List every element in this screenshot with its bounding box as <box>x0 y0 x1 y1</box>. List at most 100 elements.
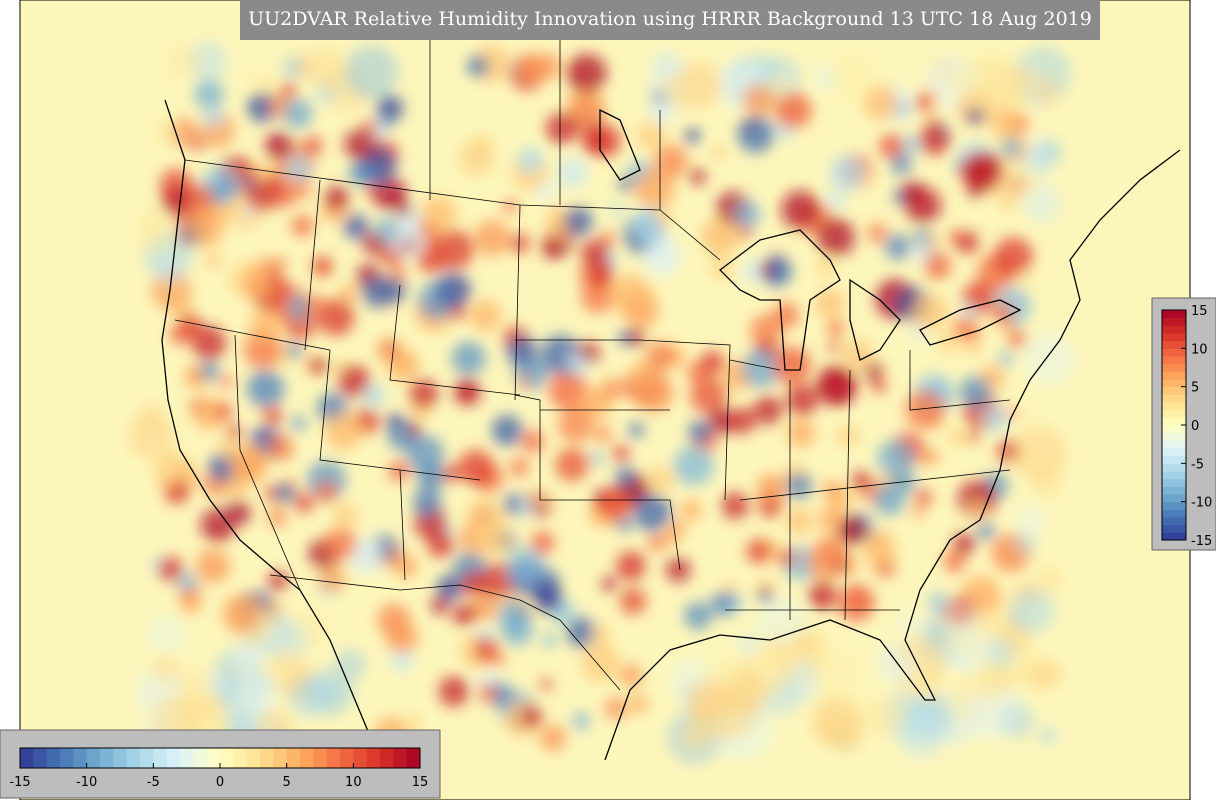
colorbar-segment <box>1162 363 1186 372</box>
field-blob <box>737 115 775 153</box>
field-blob <box>741 350 780 388</box>
colorbar-tick-label: -10 <box>76 775 97 790</box>
field-blob <box>879 133 905 159</box>
field-blob <box>243 269 275 301</box>
field-blob <box>438 676 470 707</box>
field-blob <box>905 389 945 430</box>
colorbar-segment <box>393 748 408 768</box>
field-blob <box>466 497 504 535</box>
title-box <box>240 0 1100 40</box>
field-blob <box>268 508 287 527</box>
field-blob <box>416 243 447 274</box>
field-blob <box>310 357 327 375</box>
field-blob <box>708 407 736 435</box>
field-blob <box>1033 564 1065 595</box>
field-blob <box>506 335 538 367</box>
field-blob <box>758 263 774 279</box>
colorbar-segment <box>126 748 141 768</box>
colorbar-segment <box>193 748 208 768</box>
field-blob <box>155 455 179 479</box>
field-blob <box>1000 137 1021 158</box>
field-blob <box>774 91 812 129</box>
field-blob <box>777 548 796 567</box>
field-blob <box>662 528 680 547</box>
lake-huron <box>849 278 901 361</box>
field-blob <box>361 277 393 309</box>
field-blob <box>288 676 330 718</box>
field-blob <box>200 507 236 543</box>
field-blob <box>590 451 604 465</box>
field-blob <box>191 137 205 152</box>
field-blob <box>521 706 542 728</box>
field-blob <box>291 214 314 237</box>
field-blob <box>478 683 498 703</box>
field-blob <box>451 341 486 376</box>
map-title: UU2DVAR Relative Humidity Innovation usi… <box>248 8 1092 30</box>
field-blob <box>689 168 706 185</box>
field-blob <box>786 508 813 535</box>
field-blob <box>654 208 673 227</box>
field-blob <box>837 584 875 622</box>
colorbar-segment <box>366 748 381 768</box>
field-blob <box>879 649 917 687</box>
field-blob <box>191 325 227 361</box>
field-blob <box>139 401 165 427</box>
field-blob <box>781 190 820 230</box>
field-blob <box>267 174 284 191</box>
field-blob <box>390 648 414 672</box>
field-blob <box>680 499 702 521</box>
field-blob <box>628 422 645 438</box>
field-blob <box>539 724 567 752</box>
east-coast <box>1009 149 1181 421</box>
field-blob <box>822 480 840 497</box>
field-blob <box>912 228 932 248</box>
field-blob <box>994 237 1033 277</box>
field-blob <box>518 375 532 389</box>
field-blob <box>601 231 616 246</box>
field-blob <box>753 395 783 425</box>
colorbar-segment <box>1162 494 1186 503</box>
field-blob <box>230 444 266 481</box>
lake-erie-ontario <box>919 299 1022 346</box>
field-blob <box>838 556 858 576</box>
colorbar-segment <box>1162 455 1186 464</box>
colorbar-segment <box>113 748 128 768</box>
field-blob <box>967 430 980 443</box>
field-blob <box>509 457 529 478</box>
field-blob <box>1009 588 1055 634</box>
field-blob <box>567 352 589 374</box>
field-blob <box>566 617 597 648</box>
field-blob <box>648 535 665 552</box>
field-blob <box>515 52 545 82</box>
field-blob <box>841 339 873 372</box>
field-blob <box>388 461 410 482</box>
field-blob <box>967 501 986 520</box>
field-blob <box>534 584 563 613</box>
field-blob <box>633 494 671 532</box>
field-blob <box>461 570 488 597</box>
innovation-field <box>128 41 1075 765</box>
field-blob <box>909 241 932 264</box>
field-blob <box>673 445 714 486</box>
field-blob <box>236 671 280 715</box>
borders <box>174 40 1011 691</box>
colorbar-segment <box>46 748 61 768</box>
field-blob <box>958 479 997 519</box>
field-blob <box>1006 164 1038 196</box>
field-blob <box>503 199 518 214</box>
field-blob <box>634 372 674 413</box>
field-blob <box>816 218 855 257</box>
field-blob <box>772 346 812 385</box>
field-blob <box>393 554 418 579</box>
field-blob <box>965 326 981 342</box>
colorbar-tick-label: -15 <box>9 775 30 790</box>
colorbar-segment <box>340 748 354 768</box>
field-blob <box>281 56 304 79</box>
field-blob <box>548 370 588 410</box>
canada-border <box>184 159 721 261</box>
field-blob <box>315 481 338 503</box>
west-coast <box>161 99 381 761</box>
colorbar-segment <box>1162 409 1186 418</box>
field-blob <box>531 531 555 555</box>
